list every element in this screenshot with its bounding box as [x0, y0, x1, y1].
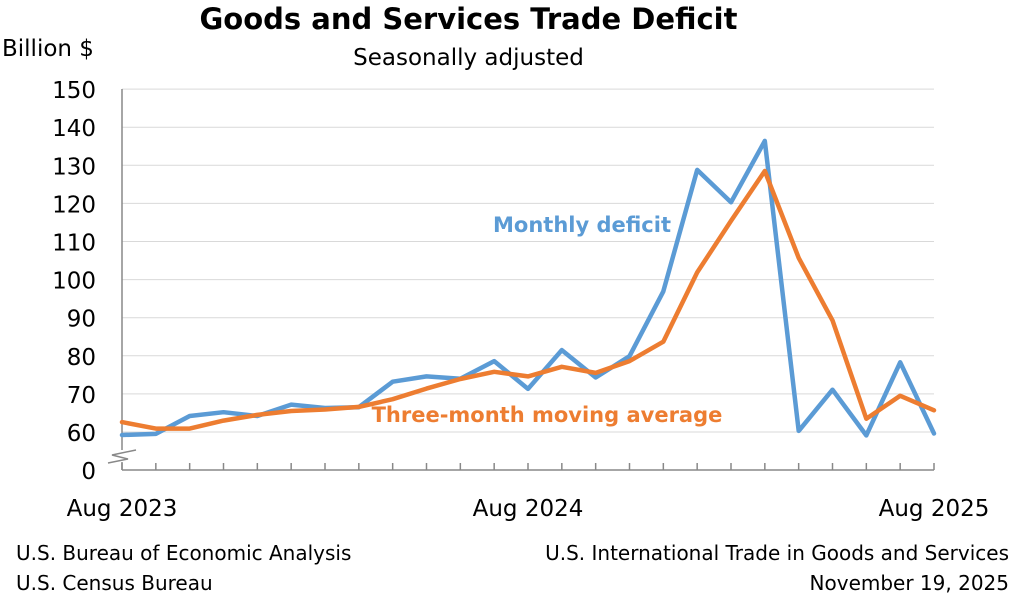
y-axis-label: Billion $	[2, 36, 94, 62]
y-tick-label-110: 110	[52, 231, 96, 257]
y-tick-label-0: 0	[81, 459, 96, 485]
axis-break-marker	[107, 449, 137, 464]
y-tick-label-150: 150	[52, 78, 96, 104]
source-census: U.S. Census Bureau	[16, 571, 213, 595]
y-tick-label-60: 60	[67, 421, 96, 447]
chart-plot: 0 60 70 80 90 100 110 120 130 140 150 Aug 2023 Aug 2…	[52, 78, 990, 522]
y-tick-label-140: 140	[52, 116, 96, 142]
x-tick-label-aug-2024: Aug 2024	[473, 496, 584, 522]
monthly-deficit-label: Monthly deficit	[493, 213, 671, 237]
y-tick-label-70: 70	[67, 383, 96, 409]
moving-average-label: Three-month moving average	[372, 403, 723, 427]
y-tick-label-90: 90	[67, 307, 96, 333]
x-tick-label-aug-2025: Aug 2025	[879, 496, 990, 522]
release-date: November 19, 2025	[809, 571, 1009, 595]
y-tick-label-100: 100	[52, 269, 96, 295]
x-tick-label-aug-2023: Aug 2023	[67, 496, 178, 522]
chart-title: Goods and Services Trade Deficit	[199, 2, 738, 36]
moving-average-line	[119, 168, 937, 431]
chart-subtitle: Seasonally adjusted	[353, 45, 584, 71]
monthly-deficit-line	[119, 138, 937, 438]
y-tick-label-120: 120	[52, 192, 96, 218]
y-tick-label-130: 130	[52, 154, 96, 180]
axis-break-mask	[106, 450, 146, 462]
report-name: U.S. International Trade in Goods and Se…	[545, 541, 1009, 565]
source-bea: U.S. Bureau of Economic Analysis	[16, 541, 352, 565]
y-tick-label-80: 80	[67, 345, 96, 371]
